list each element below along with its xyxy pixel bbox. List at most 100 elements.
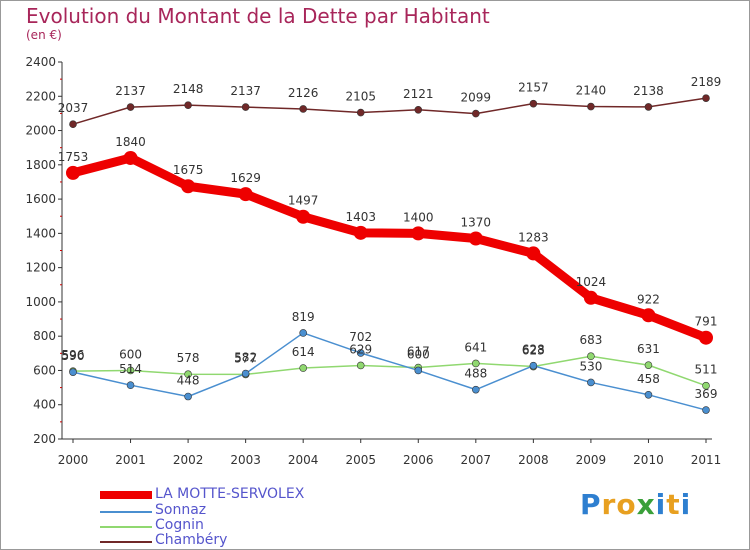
legend-item-chambery: Chambéry xyxy=(100,532,340,549)
data-point xyxy=(356,361,365,370)
data-label: 1497 xyxy=(288,194,319,208)
data-label: 511 xyxy=(695,363,718,377)
x-tick-label: 2007 xyxy=(461,453,492,467)
data-label: 590 xyxy=(62,349,85,363)
logo-letter: o xyxy=(616,488,637,521)
x-tick-label: 2004 xyxy=(288,453,319,467)
data-label: 2105 xyxy=(345,90,376,104)
data-label: 1403 xyxy=(345,210,376,224)
x-tick-label: 2011 xyxy=(691,453,722,467)
chart-subtitle: (en €) xyxy=(26,28,62,42)
logo-letter: i xyxy=(680,488,692,521)
legend-item-sonnaz: Sonnaz xyxy=(100,502,340,519)
y-tick-label: 1800 xyxy=(25,158,56,172)
chart-data-labels: 1753 1840 1675 1629 1497 1403 1400 1370 1283 1024… xyxy=(58,75,722,401)
data-point xyxy=(356,349,365,357)
data-point xyxy=(299,364,307,372)
data-point xyxy=(644,390,653,399)
data-label: 2137 xyxy=(230,84,261,98)
legend-label: LA MOTTE-SERVOLEX xyxy=(155,486,305,502)
chart-axes: 200 400 600 800 1000 1200 1400 1600 1800 2000 2200… xyxy=(25,55,721,467)
series-line-3 xyxy=(72,97,707,125)
legend-swatch xyxy=(100,491,152,499)
data-label: 530 xyxy=(579,359,602,373)
data-label: 369 xyxy=(695,387,718,401)
y-tick-label: 1000 xyxy=(25,295,56,309)
logo-letter: i xyxy=(655,488,667,521)
data-label: 2137 xyxy=(115,84,146,98)
data-label: 596 xyxy=(62,348,85,362)
data-label: 1283 xyxy=(518,230,549,244)
data-point xyxy=(296,209,311,224)
data-point xyxy=(472,359,480,368)
data-point xyxy=(641,308,656,323)
data-label: 628 xyxy=(522,343,545,357)
data-point xyxy=(126,103,135,111)
data-point xyxy=(587,378,595,387)
x-tick-label: 2002 xyxy=(173,453,204,467)
data-label: 600 xyxy=(119,347,142,361)
data-point xyxy=(587,352,595,361)
y-tick-label: 2400 xyxy=(25,55,56,69)
data-label: 2148 xyxy=(173,82,204,96)
data-label: 641 xyxy=(464,340,487,354)
data-label: 1370 xyxy=(461,216,492,230)
data-label: 577 xyxy=(234,351,257,365)
data-point xyxy=(126,381,135,389)
data-label: 1629 xyxy=(230,171,261,185)
series-line-2 xyxy=(72,355,707,387)
data-label: 1840 xyxy=(115,135,146,149)
data-point xyxy=(238,187,253,202)
logo-letter: t xyxy=(666,488,681,521)
legend-label: Chambéry xyxy=(155,532,228,548)
y-tick-label: 1400 xyxy=(25,226,56,240)
data-label: 600 xyxy=(407,347,430,361)
data-label: 629 xyxy=(349,342,372,356)
data-label: 2189 xyxy=(691,75,722,89)
data-point xyxy=(644,103,653,111)
x-tick-label: 2006 xyxy=(403,453,434,467)
x-tick-label: 2008 xyxy=(518,453,549,467)
x-tick-label: 2001 xyxy=(115,453,146,467)
data-label: 1024 xyxy=(576,275,607,289)
data-point xyxy=(526,246,541,261)
logo-letter: x xyxy=(636,488,656,521)
y-tick-label: 200 xyxy=(33,432,56,446)
data-point xyxy=(468,231,483,246)
data-point xyxy=(644,361,653,369)
data-point xyxy=(69,368,77,376)
data-point xyxy=(241,369,250,378)
y-tick-label: 2000 xyxy=(25,124,56,138)
data-point xyxy=(587,102,595,111)
data-label: 614 xyxy=(292,345,315,359)
legend-label: Cognin xyxy=(155,517,204,533)
data-label: 514 xyxy=(119,362,142,376)
data-point xyxy=(184,370,192,379)
data-point xyxy=(123,150,138,165)
data-label: 702 xyxy=(349,330,372,344)
data-point xyxy=(411,226,426,241)
x-tick-label: 2003 xyxy=(230,453,261,467)
data-label: 582 xyxy=(234,351,257,365)
data-label: 617 xyxy=(407,345,430,359)
legend-swatch xyxy=(100,526,152,528)
series-line-1 xyxy=(72,332,707,411)
data-point xyxy=(241,103,250,111)
data-label: 922 xyxy=(637,292,660,306)
data-point xyxy=(299,329,307,337)
data-label: 578 xyxy=(177,351,200,365)
x-tick-label: 2010 xyxy=(633,453,664,467)
y-tick-label: 400 xyxy=(33,398,56,412)
data-point xyxy=(529,99,538,108)
data-point xyxy=(181,179,196,194)
legend-swatch xyxy=(100,541,152,543)
data-label: 791 xyxy=(695,315,718,329)
series-line-0 xyxy=(71,153,708,342)
data-point xyxy=(69,120,77,129)
y-tick-label: 800 xyxy=(33,329,56,343)
data-point xyxy=(184,101,192,109)
data-point xyxy=(472,385,480,394)
data-point xyxy=(702,94,710,102)
